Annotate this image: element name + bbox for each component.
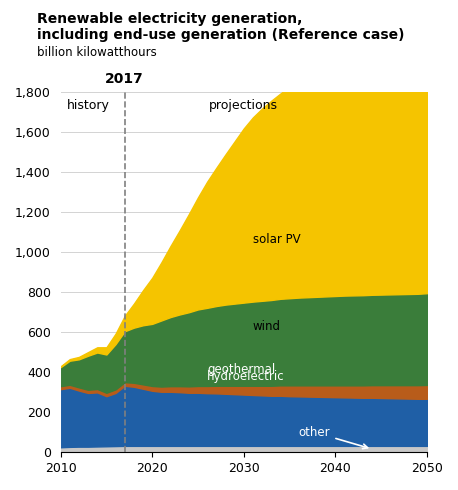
Text: including end-use generation (Reference case): including end-use generation (Reference …: [37, 28, 404, 43]
Text: billion kilowatthours: billion kilowatthours: [37, 46, 156, 59]
Text: geothermal: geothermal: [207, 363, 275, 376]
Text: wind: wind: [253, 319, 281, 333]
Text: history: history: [67, 99, 109, 112]
Text: Renewable electricity generation,: Renewable electricity generation,: [37, 12, 302, 26]
Text: 2017: 2017: [105, 72, 144, 86]
Text: solar PV: solar PV: [253, 233, 300, 246]
Text: other: other: [299, 426, 368, 449]
Text: projections: projections: [209, 99, 278, 112]
Text: hydroelectric: hydroelectric: [207, 370, 285, 383]
